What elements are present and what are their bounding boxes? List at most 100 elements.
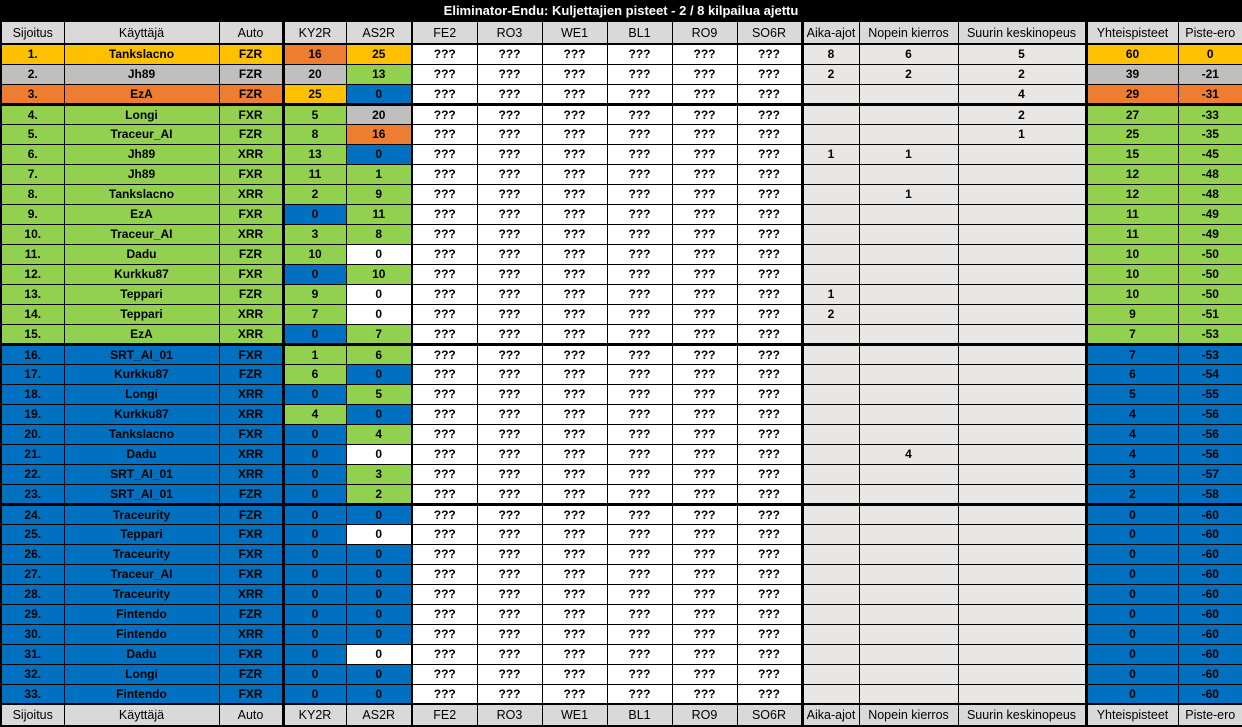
- cell-ro3: ???: [476, 163, 543, 185]
- cell-suurin-keskinopeus: [957, 443, 1087, 465]
- cell-auto: XRR: [218, 583, 284, 605]
- cell-we1: ???: [541, 663, 608, 685]
- cell-ky2r: 3: [281, 223, 347, 245]
- cell-kayttaja: Dadu: [63, 643, 220, 665]
- cell-sijoitus: 9.: [0, 203, 65, 225]
- cell-auto: FZR: [218, 123, 284, 145]
- cell-sijoitus: 22.: [0, 463, 65, 485]
- cell-yhteispisteet: 0: [1084, 503, 1179, 525]
- table-row: 18. Longi XRR 0 5?????????????????? 5 -55: [0, 383, 1242, 405]
- cell-we1: ???: [541, 323, 608, 346]
- header-cell-suurin-keskinopeus: Suurin keskinopeus: [957, 20, 1087, 45]
- cell-kayttaja: Kurkku87: [63, 363, 220, 385]
- cell-yhteispisteet: 9: [1084, 303, 1179, 325]
- cell-as2r: 25: [345, 43, 413, 65]
- cell-aika-ajot: 1: [800, 143, 860, 165]
- cell-aika-ajot: [800, 643, 860, 665]
- cell-so6r: ???: [736, 323, 803, 346]
- cell-piste-ero: -60: [1177, 523, 1242, 545]
- cell-yhteispisteet: 12: [1084, 163, 1179, 185]
- cell-as2r: 8: [345, 223, 413, 245]
- cell-sijoitus: 31.: [0, 643, 65, 665]
- cell-ky2r: 4: [281, 403, 347, 425]
- cell-so6r: ???: [736, 663, 803, 685]
- cell-ro3: ???: [476, 683, 543, 705]
- cell-piste-ero: 0: [1177, 43, 1242, 65]
- cell-ky2r: 0: [281, 663, 347, 685]
- cell-nopein-kierros: [858, 403, 959, 425]
- cell-as2r: 7: [345, 323, 413, 346]
- cell-nopein-kierros: [858, 223, 959, 245]
- cell-kayttaja: Tankslacno: [63, 183, 220, 205]
- cell-kayttaja: Jh89: [63, 163, 220, 185]
- cell-ro9: ???: [671, 323, 738, 346]
- cell-fe2: ???: [411, 43, 478, 65]
- cell-auto: FXR: [218, 683, 284, 705]
- cell-we1: ???: [541, 203, 608, 225]
- table-row: 27. Traceur_AI FXR 0 0?????????????????? 0 -60: [0, 563, 1242, 585]
- cell-fe2: ???: [411, 583, 478, 605]
- cell-ro9: ???: [671, 83, 738, 106]
- cell-sijoitus: 24.: [0, 503, 65, 525]
- cell-kayttaja: Traceur_AI: [63, 223, 220, 245]
- cell-ky2r: 13: [281, 143, 347, 165]
- cell-bl1: ???: [606, 503, 673, 525]
- cell-ky2r: 0: [281, 203, 347, 225]
- cell-bl1: ???: [606, 383, 673, 405]
- cell-we1: ???: [541, 303, 608, 325]
- title-bar: Eliminator-Endu: Kuljettajien pisteet - …: [0, 0, 1242, 20]
- cell-nopein-kierros: 2: [858, 63, 959, 85]
- cell-piste-ero: -31: [1177, 83, 1242, 106]
- cell-yhteispisteet: 10: [1084, 283, 1179, 305]
- cell-ky2r: 16: [281, 43, 347, 65]
- cell-piste-ero: -48: [1177, 183, 1242, 205]
- footer-cell-so6r: SO6R: [736, 703, 803, 727]
- table-row: 25. Teppari FXR 0 0?????????????????? 0 -60: [0, 523, 1242, 545]
- header-cell-ky2r: KY2R: [281, 20, 347, 45]
- table-row: 26. Traceurity FXR 0 0?????????????????? 0 -60: [0, 543, 1242, 565]
- cell-sijoitus: 8.: [0, 183, 65, 205]
- cell-ro3: ???: [476, 243, 543, 265]
- cell-as2r: 4: [345, 423, 413, 445]
- cell-ro9: ???: [671, 403, 738, 425]
- cell-suurin-keskinopeus: [957, 523, 1087, 545]
- cell-suurin-keskinopeus: [957, 283, 1087, 305]
- cell-auto: XRR: [218, 443, 284, 465]
- cell-we1: ???: [541, 383, 608, 405]
- cell-yhteispisteet: 29: [1084, 83, 1179, 106]
- cell-so6r: ???: [736, 463, 803, 485]
- cell-sijoitus: 28.: [0, 583, 65, 605]
- cell-nopein-kierros: [858, 363, 959, 385]
- cell-sijoitus: 33.: [0, 683, 65, 705]
- cell-nopein-kierros: [858, 523, 959, 545]
- cell-fe2: ???: [411, 103, 478, 125]
- cell-so6r: ???: [736, 103, 803, 125]
- cell-bl1: ???: [606, 323, 673, 346]
- cell-ro3: ???: [476, 143, 543, 165]
- cell-ro9: ???: [671, 363, 738, 385]
- cell-auto: FZR: [218, 283, 284, 305]
- cell-auto: FXR: [218, 563, 284, 585]
- cell-suurin-keskinopeus: [957, 463, 1087, 485]
- cell-ro3: ???: [476, 563, 543, 585]
- cell-we1: ???: [541, 543, 608, 565]
- cell-as2r: 3: [345, 463, 413, 485]
- footer-cell-yhteispisteet: Yhteispisteet: [1084, 703, 1179, 727]
- cell-yhteispisteet: 39: [1084, 63, 1179, 85]
- cell-we1: ???: [541, 503, 608, 525]
- cell-as2r: 0: [345, 543, 413, 565]
- table-row: 5. Traceur_AI FZR 8 16?????????????????? 1 25-…: [0, 123, 1242, 145]
- cell-yhteispisteet: 0: [1084, 663, 1179, 685]
- cell-so6r: ???: [736, 363, 803, 385]
- cell-ro9: ???: [671, 503, 738, 525]
- cell-fe2: ???: [411, 283, 478, 305]
- table-row: 2. Jh89 FZR 20 13?????????????????? 2 2 2 39 -21: [0, 63, 1242, 85]
- cell-nopein-kierros: [858, 683, 959, 705]
- cell-ro3: ???: [476, 623, 543, 645]
- cell-ro9: ???: [671, 523, 738, 545]
- cell-bl1: ???: [606, 283, 673, 305]
- cell-bl1: ???: [606, 163, 673, 185]
- cell-kayttaja: Teppari: [63, 303, 220, 325]
- cell-so6r: ???: [736, 343, 803, 365]
- cell-sijoitus: 18.: [0, 383, 65, 405]
